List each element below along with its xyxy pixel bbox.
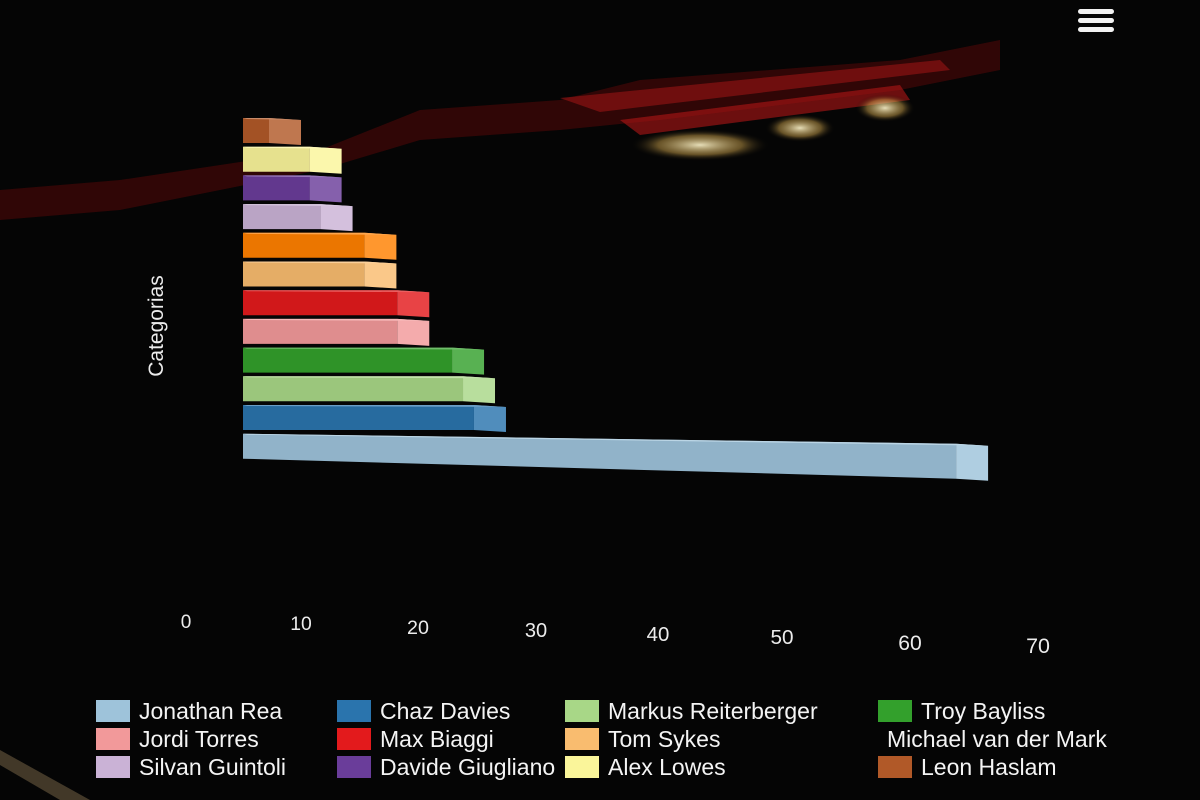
x-tick-label: 60	[898, 632, 921, 655]
bar-group	[243, 118, 989, 481]
legend-swatch	[96, 728, 130, 750]
bar-alex-lowes[interactable]	[243, 146, 342, 174]
legend-label: Leon Haslam	[921, 753, 1057, 780]
legend-item[interactable]: Alex Lowes	[565, 754, 878, 780]
bar-silvan-guintoli[interactable]	[243, 204, 353, 232]
x-tick-label: 0	[181, 612, 192, 633]
bar-davide-giugliano[interactable]	[243, 175, 342, 203]
x-tick-label: 20	[407, 617, 429, 639]
legend-swatch	[337, 756, 371, 778]
bar-tom-sykes[interactable]	[243, 261, 397, 289]
legend-swatch	[337, 728, 371, 750]
hamburger-menu-icon[interactable]	[1078, 6, 1114, 38]
legend-swatch	[96, 756, 130, 778]
y-axis-title: Categorias	[145, 275, 168, 377]
legend-label: Tom Sykes	[608, 725, 721, 752]
x-tick-label: 50	[770, 626, 793, 649]
x-tick-label: 30	[525, 620, 547, 642]
legend-label: Troy Bayliss	[921, 697, 1046, 724]
legend-item[interactable]: Jordi Torres	[96, 726, 337, 752]
legend-item[interactable]: Markus Reiterberger	[565, 698, 878, 724]
bar-jordi-torres[interactable]	[243, 318, 430, 346]
legend-item[interactable]: Jonathan Rea	[96, 698, 337, 724]
bar-troy-bayliss[interactable]	[243, 347, 485, 375]
legend-item[interactable]: Michael van der Mark	[878, 726, 1107, 752]
legend-swatch	[337, 700, 371, 722]
bar-michael-van-der-mark[interactable]	[243, 232, 397, 260]
legend-swatch	[565, 756, 599, 778]
legend-swatch	[565, 700, 599, 722]
bar-markus-reiterberger[interactable]	[243, 376, 496, 404]
bar-leon-haslam[interactable]	[243, 118, 301, 145]
bar-chaz-davies[interactable]	[243, 405, 506, 432]
legend-label: Markus Reiterberger	[608, 697, 818, 724]
legend-label: Davide Giugliano	[380, 753, 556, 780]
legend-item[interactable]: Troy Bayliss	[878, 698, 1088, 724]
legend-item[interactable]: Chaz Davies	[337, 698, 565, 724]
x-tick-label: 40	[647, 624, 670, 646]
x-tick-label: 70	[1026, 634, 1050, 658]
legend-label: Max Biaggi	[380, 725, 494, 752]
legend-label: Alex Lowes	[608, 753, 726, 780]
legend-item[interactable]: Tom Sykes	[565, 726, 878, 752]
legend-item[interactable]: Leon Haslam	[878, 754, 1088, 780]
legend-swatch	[96, 700, 130, 722]
x-tick-label: 10	[290, 613, 312, 635]
legend-label: Jordi Torres	[139, 725, 259, 752]
legend: Jonathan Rea Chaz Davies Markus Reiterberg…	[96, 698, 1107, 780]
x-axis-ticks: 0 10 20 30 40 50 60 70	[181, 612, 1050, 658]
bar-jonathan-rea[interactable]	[243, 433, 989, 481]
legend-label: Jonathan Rea	[139, 697, 283, 724]
legend-label: Silvan Guintoli	[139, 753, 287, 780]
legend-swatch	[878, 700, 912, 722]
legend-swatch	[878, 756, 912, 778]
legend-label: Chaz Davies	[380, 697, 511, 724]
legend-item[interactable]: Davide Giugliano	[337, 754, 565, 780]
legend-swatch	[565, 728, 599, 750]
legend-item[interactable]: Silvan Guintoli	[96, 754, 337, 780]
legend-label: Michael van der Mark	[887, 725, 1107, 752]
legend-item[interactable]: Max Biaggi	[337, 726, 565, 752]
bar-max-biaggi[interactable]	[243, 290, 430, 318]
